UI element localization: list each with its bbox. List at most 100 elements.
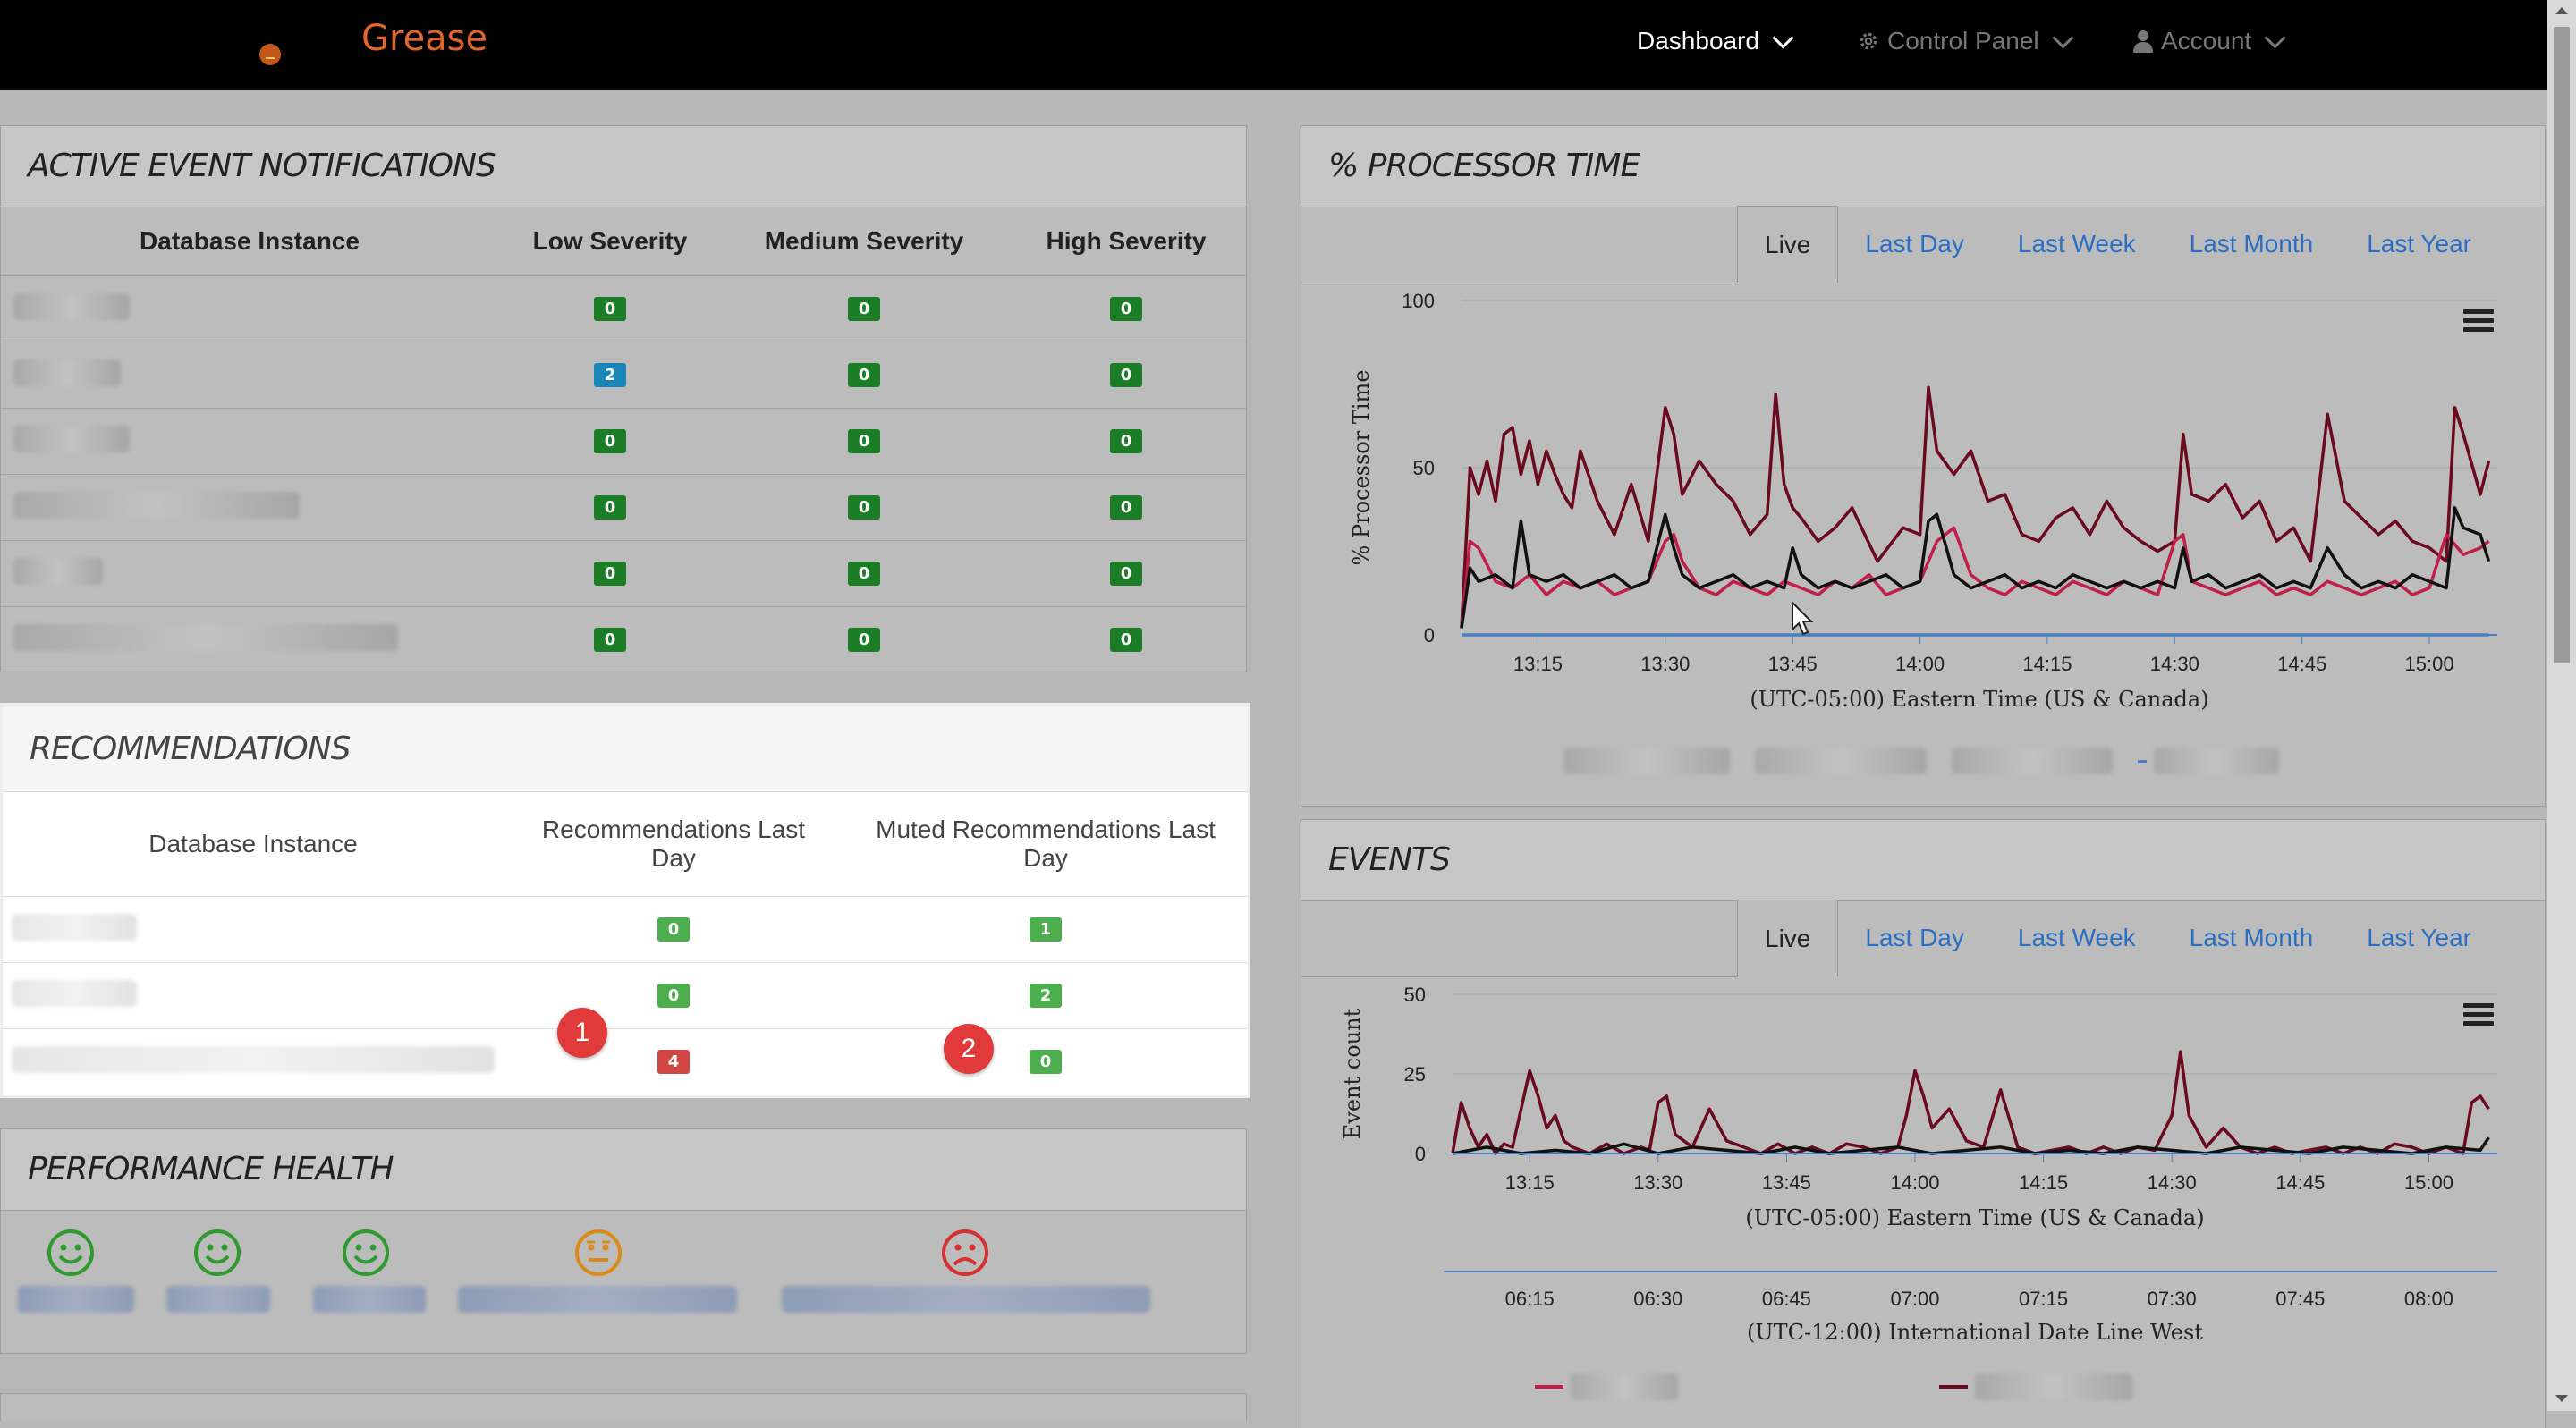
muted-recommendations-badge[interactable]: 2 [1030,983,1062,1008]
table-row[interactable]: 0 0 0 [1,407,1246,474]
low-severity-badge[interactable]: 2 [594,362,626,387]
neutral-face-icon[interactable] [574,1229,623,1277]
health-instance-link[interactable] [313,1286,426,1313]
nav-account[interactable]: Account [2132,26,2286,55]
col-recommendations-last-day[interactable]: Recommendations Last Day [541,815,806,872]
brand-name[interactable]: Grease [361,18,488,59]
high-severity-badge[interactable]: 0 [1110,561,1142,586]
legend-item[interactable] [2138,748,2279,774]
database-instance-cell [1,407,498,474]
nav-dashboard[interactable]: Dashboard [1637,26,1794,55]
scroll-down-arrow-icon[interactable] [2555,1395,2568,1402]
low-severity-badge[interactable]: 0 [594,296,626,321]
nav-control-panel[interactable]: Control Panel [1857,26,2074,55]
medium-severity-badge[interactable]: 0 [848,627,880,652]
scroll-thumb[interactable] [2554,27,2570,663]
tab-live[interactable]: Live [1737,900,1839,976]
events-legend-item[interactable] [1535,1373,1678,1400]
database-instance-link[interactable] [13,491,300,519]
page-scrollbar[interactable] [2547,0,2576,1411]
recommendations-badge[interactable]: 0 [657,917,690,942]
low-severity-badge[interactable]: 0 [594,627,626,652]
x-tick-label: 14:00 [1895,653,1945,675]
tab-last-week[interactable]: Last Week [2017,924,2136,951]
high-severity-badge[interactable]: 0 [1110,627,1142,652]
medium-severity-badge[interactable]: 0 [848,494,880,520]
col-muted-recommendations-last-day[interactable]: Muted Recommendations Last Day [876,815,1216,872]
tab-last-year[interactable]: Last Year [2367,924,2471,951]
recommendations-badge[interactable]: 0 [657,983,690,1008]
table-row[interactable]: 0 0 0 [1,473,1246,540]
happy-face-icon[interactable] [342,1229,390,1277]
low-severity-badge[interactable]: 0 [594,494,626,520]
x-tick-label: 14:30 [2148,1171,2197,1194]
database-instance-link[interactable] [13,623,398,651]
table-row[interactable]: 0 0 0 [1,275,1246,342]
brand-logo-icon[interactable] [259,44,281,65]
medium-severity-badge[interactable]: 0 [848,296,880,321]
happy-face-icon[interactable] [47,1229,95,1277]
x-tick-label: 14:30 [2150,653,2199,675]
legend-item[interactable] [1563,748,1730,774]
database-instance-link[interactable] [12,913,137,941]
col-database-instance[interactable]: Database Instance [148,829,358,858]
col-high-severity[interactable]: High Severity [1046,226,1207,255]
tab-last-day[interactable]: Last Day [1865,924,1964,951]
high-severity-badge[interactable]: 0 [1110,362,1142,387]
muted-recommendations-badge[interactable]: 0 [1030,1049,1062,1074]
database-instance-link[interactable] [13,557,103,585]
series-line [1460,526,2490,629]
health-instance-link[interactable] [458,1286,737,1313]
low-severity-badge[interactable]: 0 [594,428,626,453]
chart-menu-icon[interactable] [2463,1003,2494,1027]
tab-last-month[interactable]: Last Month [2189,230,2314,258]
database-instance-link[interactable] [13,359,121,386]
col-medium-severity[interactable]: Medium Severity [764,226,964,255]
legend-item[interactable] [1755,748,1927,774]
database-instance-link[interactable] [13,425,130,452]
health-instance-link[interactable] [18,1286,134,1313]
tab-last-week[interactable]: Last Week [2017,230,2136,258]
legend-item[interactable] [1952,748,2113,774]
tab-last-month[interactable]: Last Month [2189,924,2314,951]
medium-severity-badge[interactable]: 0 [848,561,880,586]
sad-face-icon[interactable] [941,1229,989,1277]
chevron-down-icon [1772,26,1794,49]
health-instance-link[interactable] [782,1286,1150,1313]
table-row[interactable]: 2 0 0 [1,341,1246,408]
high-severity-badge[interactable]: 0 [1110,296,1142,321]
health-instance-link[interactable] [166,1286,270,1313]
medium-severity-badge[interactable]: 0 [848,362,880,387]
performance-health-title: PERFORMANCE HEALTH [28,1151,394,1187]
table-row[interactable]: 0 0 0 [1,605,1246,672]
database-instance-link[interactable] [12,979,137,1007]
tab-last-year[interactable]: Last Year [2367,230,2471,258]
events-legend-item[interactable] [1939,1373,2132,1400]
database-instance-cell [1,539,498,606]
events-chart: 0 25 50 13:15 13:30 13:45 14:00 14:15 14:30 14:45… [1340,984,2497,1345]
secondary-x-tick-label: 07:30 [2148,1288,2197,1310]
database-instance-link[interactable] [12,1045,495,1073]
scroll-up-arrow-icon[interactable] [2555,7,2568,14]
happy-face-icon[interactable] [193,1229,242,1277]
high-severity-badge[interactable]: 0 [1110,494,1142,520]
database-instance-cell [1,473,498,540]
tab-last-day[interactable]: Last Day [1865,230,1964,258]
recommendations-badge[interactable]: 4 [657,1049,690,1074]
database-instance-link[interactable] [13,292,130,320]
table-row[interactable]: 0 0 0 [1,539,1246,606]
high-severity-badge[interactable]: 0 [1110,428,1142,453]
col-database-instance[interactable]: Database Instance [140,226,360,255]
col-low-severity[interactable]: Low Severity [532,226,688,255]
chart-menu-icon[interactable] [2463,309,2494,333]
tab-live[interactable]: Live [1737,206,1839,283]
events-tabs: Live Last Day Last Week Last Month Last Year [1737,900,2498,976]
y-axis-label: Event count [1340,1008,1365,1139]
muted-recommendations-badge[interactable]: 1 [1030,917,1062,942]
medium-severity-badge[interactable]: 0 [848,428,880,453]
low-severity-cell: 0 [498,539,722,606]
low-severity-badge[interactable]: 0 [594,561,626,586]
